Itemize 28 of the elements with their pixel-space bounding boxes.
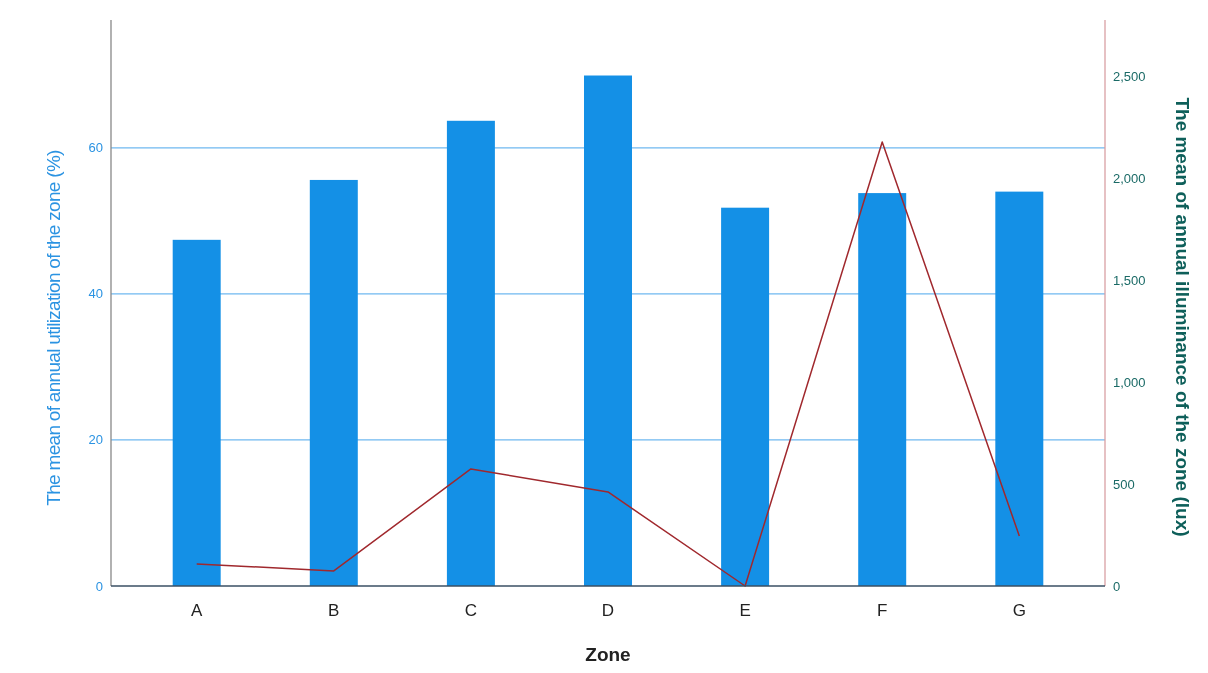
x-tick-label: F (877, 601, 888, 620)
x-tick-label: A (191, 601, 204, 620)
y2-tick-label: 2,500 (1113, 68, 1146, 84)
bar (995, 191, 1044, 586)
bar (584, 75, 632, 586)
y2-tick-label: 1,500 (1113, 272, 1146, 288)
y-axis-title: The mean of annual utilization of the zone (%) (43, 149, 64, 506)
x-tick-label: E (739, 601, 751, 620)
y2-axis-title: The mean of annual illuminance of the zone (lux) (1172, 97, 1193, 537)
bar (721, 207, 770, 586)
x-tick-label: C (464, 601, 478, 620)
x-tick-label: D (601, 601, 615, 620)
bar (172, 239, 221, 586)
bar (446, 120, 495, 586)
y2-tick-label: 500 (1113, 476, 1135, 492)
y2-tick-label: 0 (1113, 578, 1121, 594)
y-tick-label: 60 (88, 140, 103, 156)
x-tick-label: B (328, 601, 340, 620)
y-tick-label: 0 (95, 578, 103, 594)
y-tick-label: 20 (88, 432, 103, 448)
y2-tick-label: 2,000 (1113, 170, 1146, 186)
y2-tick-label: 1,000 (1113, 374, 1146, 390)
bar (858, 193, 907, 586)
x-tick-label: G (1012, 601, 1026, 620)
bar (309, 179, 358, 586)
line-series (195, 141, 1021, 587)
y-tick-label: 40 (88, 286, 103, 302)
x-axis-title: Zone (585, 644, 631, 665)
